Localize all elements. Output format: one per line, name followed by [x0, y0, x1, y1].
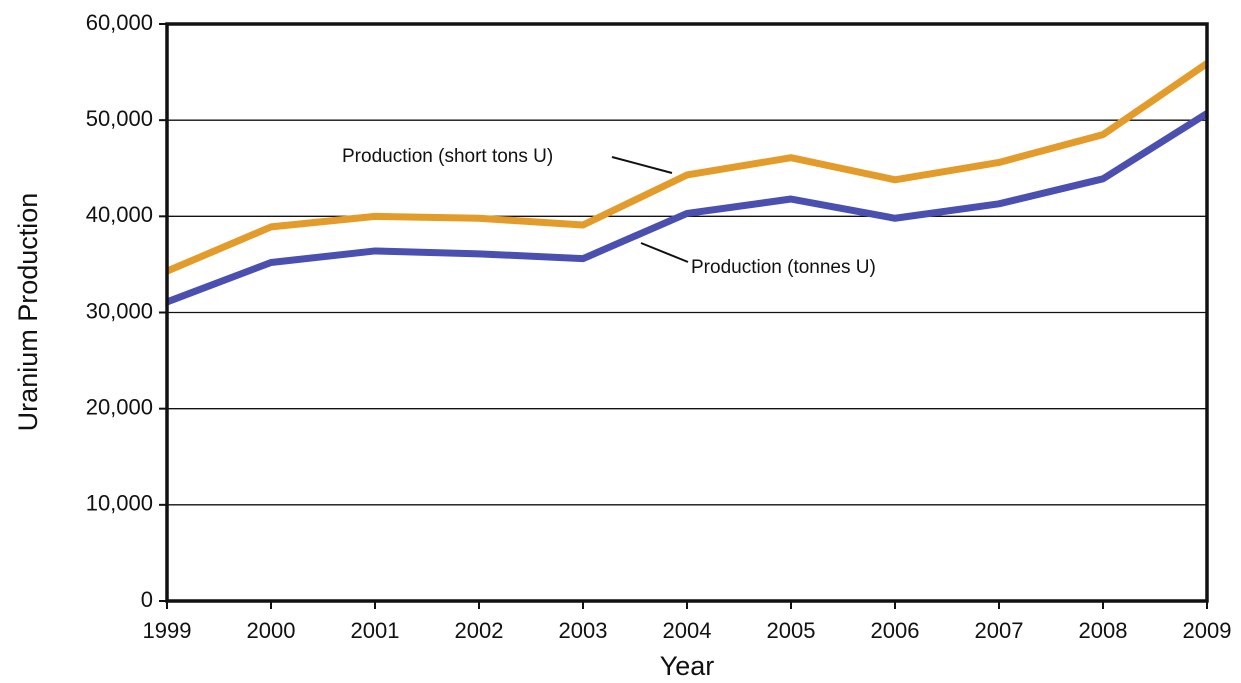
- y-tick-label: 40,000: [86, 202, 153, 227]
- leader-line: [640, 242, 689, 263]
- series-line: [165, 110, 1209, 306]
- y-tick-label: 20,000: [86, 394, 153, 419]
- x-tick-label: 2008: [1079, 618, 1128, 643]
- plot-frame: [165, 22, 1209, 603]
- series-annotation: Production (tonnes U): [691, 257, 876, 278]
- leader-line: [611, 156, 673, 174]
- x-tick-label: 2004: [663, 618, 712, 643]
- x-tick-label: 2001: [351, 618, 400, 643]
- x-axis-label: Year: [660, 651, 715, 681]
- x-tick-label: 1999: [143, 618, 192, 643]
- y-tick-label: 10,000: [86, 491, 153, 516]
- y-tick-label: 30,000: [86, 298, 153, 323]
- x-tick-label: 2009: [1183, 618, 1232, 643]
- series-annotation: Production (short tons U): [342, 146, 553, 167]
- x-tick-label: 2007: [975, 618, 1024, 643]
- x-tick-label: 2005: [767, 618, 816, 643]
- y-axis-label: Uranium Production: [13, 193, 43, 432]
- y-tick-label: 60,000: [86, 10, 153, 35]
- x-tick-label: 2000: [247, 618, 296, 643]
- y-tick-label: 50,000: [86, 106, 153, 131]
- x-tick-label: 2003: [559, 618, 608, 643]
- y-tick-label: 0: [141, 587, 153, 612]
- x-tick-label: 2006: [871, 618, 920, 643]
- series-line: [165, 60, 1209, 275]
- x-tick-label: 2002: [455, 618, 504, 643]
